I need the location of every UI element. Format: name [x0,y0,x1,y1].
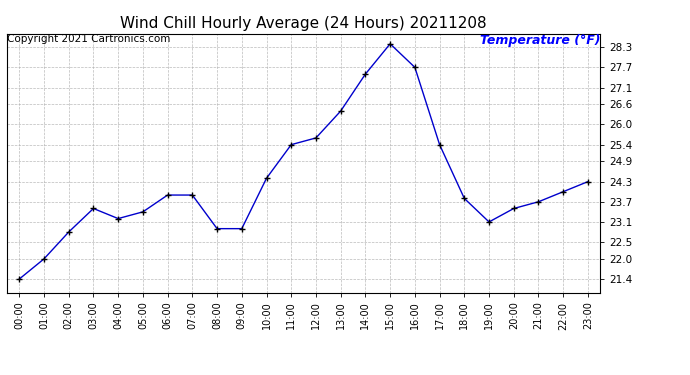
Text: Copyright 2021 Cartronics.com: Copyright 2021 Cartronics.com [7,34,170,44]
Title: Wind Chill Hourly Average (24 Hours) 20211208: Wind Chill Hourly Average (24 Hours) 202… [120,16,487,31]
Text: Temperature (°F): Temperature (°F) [480,34,600,47]
